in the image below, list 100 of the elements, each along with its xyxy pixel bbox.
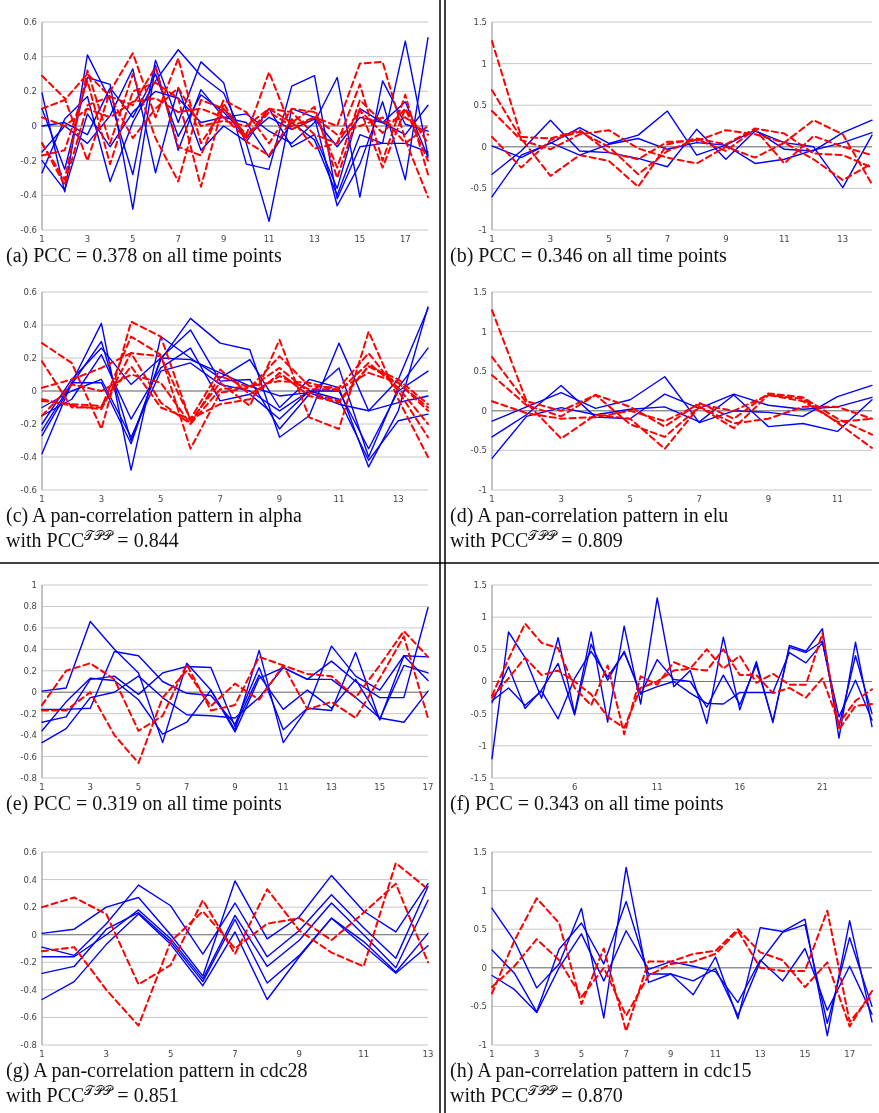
x-tick-label: 1 [489,782,495,792]
y-tick-label: 0.8 [23,601,37,612]
x-tick-label: 5 [578,1049,585,1059]
y-tick-label: -0.5 [470,183,487,194]
x-tick-label: 3 [84,234,91,244]
x-tick-label: 15 [374,782,386,792]
x-tick-label: 7 [217,494,223,504]
y-tick-label: -0.2 [20,418,37,429]
x-tick-label: 9 [220,234,227,244]
y-tick-label: 0.6 [23,622,37,633]
y-tick-label: 0 [481,676,487,687]
x-tick-label: 7 [232,1049,238,1059]
y-tick-label: -0.6 [20,484,37,495]
y-tick-label: 1 [481,885,487,896]
x-tick-label: 11 [358,1049,370,1059]
y-tick-label: -1 [478,1039,487,1050]
y-tick-label: -0.8 [20,1039,37,1050]
y-tick-label: 0.5 [473,100,487,111]
x-tick-label: 3 [533,1049,540,1059]
x-tick-label: 5 [167,1049,174,1059]
x-tick-label: 11 [832,494,843,504]
y-tick-label: 1.5 [473,846,487,857]
x-tick-label: 3 [103,1049,110,1059]
x-tick-label: 11 [277,782,289,792]
y-tick-label: -0.4 [20,190,37,201]
x-tick-label: 13 [309,234,320,244]
x-tick-label: 7 [696,494,702,504]
x-tick-label: 13 [754,1049,766,1059]
text: (g) A pan-correlation pattern in cdc28 with PCC$^{𝒯𝒫𝒫}$ = 0.851 [6,1059,308,1106]
text: (e) PCC = 0.319 on all time points [6,792,282,815]
y-tick-label: 0.4 [23,644,37,655]
x-tick-label: 5 [135,782,142,792]
x-tick-label: 1 [39,234,45,244]
y-tick-label: 0.2 [23,352,37,363]
y-tick-label: 0 [481,405,487,416]
x-tick-label: 21 [817,782,828,792]
x-tick-label: 9 [276,494,283,504]
y-tick-label: -1.5 [470,772,487,783]
x-tick-label: 13 [392,494,404,504]
y-tick-label: 0 [31,687,37,698]
x-tick-label: 11 [778,234,790,244]
y-tick-label: 0.6 [23,846,37,857]
y-tick-label: 0 [31,385,37,396]
y-tick-label: -0.6 [20,1012,37,1023]
x-tick-label: 6 [571,782,578,792]
x-tick-label: 7 [623,1049,629,1059]
y-tick-label: 0.4 [23,51,37,62]
x-tick-label: 11 [651,782,663,792]
x-tick-label: 9 [765,494,772,504]
x-tick-label: 1 [489,234,495,244]
x-tick-label: 7 [175,234,181,244]
y-tick-label: 1.5 [473,16,487,27]
y-tick-label: 1.5 [473,286,487,297]
text: (a) PCC = 0.378 on all time points [6,244,282,267]
x-tick-label: 7 [184,782,190,792]
y-tick-label: 0.5 [473,366,487,377]
y-tick-label: -1 [478,484,487,495]
y-tick-label: 0 [481,962,487,973]
text: (c) A pan-correlation pattern in alpha with PCC$^{𝒯𝒫𝒫}$ = 0.844 [6,504,303,551]
x-tick-label: 11 [710,1049,721,1059]
y-tick-label: -1 [478,740,487,751]
x-tick-label: 1 [489,494,495,504]
y-tick-label: 0.2 [23,665,37,676]
x-tick-label: 1 [489,1049,495,1059]
x-tick-label: 9 [232,782,238,792]
x-tick-label: 11 [263,234,275,244]
y-tick-label: -0.2 [20,957,37,968]
x-tick-label: 13 [837,234,849,244]
x-tick-label: 13 [326,782,337,792]
x-tick-label: 17 [399,234,411,244]
x-tick-label: 1 [39,1049,45,1059]
y-tick-label: -0.2 [20,155,37,166]
y-tick-label: 1.5 [473,579,487,590]
x-tick-label: 7 [664,234,671,244]
y-tick-label: -0.4 [20,451,37,462]
y-tick-label: -0.4 [20,984,37,995]
y-tick-label: -0.6 [20,751,37,762]
y-tick-label: 1 [31,579,37,590]
y-tick-label: -0.5 [470,1001,487,1012]
y-tick-label: -0.5 [470,708,487,719]
x-tick-label: 9 [723,234,729,244]
y-tick-label: -0.4 [20,730,37,741]
y-tick-label: 0.5 [473,644,487,655]
x-tick-label: 13 [422,1049,434,1059]
x-tick-label: 5 [627,494,633,504]
y-tick-label: 1 [481,58,487,69]
x-tick-label: 5 [158,494,164,504]
text: (b) PCC = 0.346 on all time points [450,244,728,267]
text: (f) PCC = 0.343 on all time points [450,792,724,815]
y-tick-label: 0.6 [23,286,37,297]
y-tick-label: -0.6 [20,224,37,235]
x-tick-label: 1 [39,494,45,504]
x-tick-label: 3 [547,234,554,244]
x-tick-label: 11 [333,494,345,504]
x-tick-label: 1 [39,782,45,792]
y-tick-label: -0.2 [20,708,37,719]
x-tick-label: 16 [734,782,746,792]
y-tick-label: 0.4 [23,874,37,885]
x-tick-label: 17 [844,1049,856,1059]
x-tick-label: 15 [354,234,366,244]
